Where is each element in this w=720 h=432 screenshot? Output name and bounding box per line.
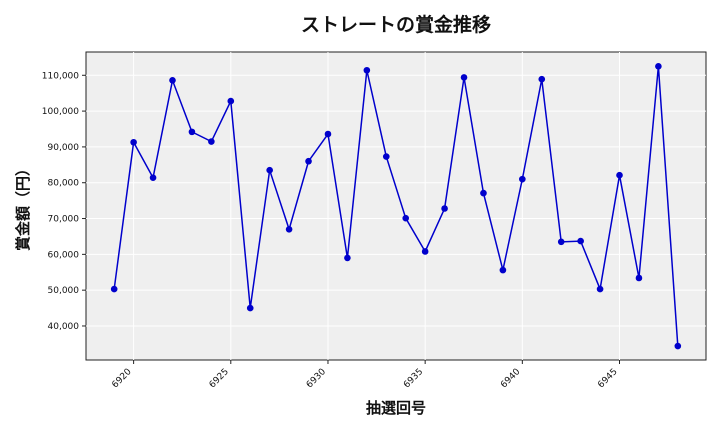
plot-area bbox=[85, 51, 707, 361]
data-point bbox=[441, 205, 448, 212]
data-point bbox=[110, 285, 118, 293]
x-axis-ticks: 6920 6925 6930 6935 6940 6945 bbox=[110, 360, 621, 390]
series-line bbox=[113, 66, 679, 347]
data-point bbox=[557, 238, 565, 246]
y-tick-label: 60,000 bbox=[48, 250, 80, 260]
x-tick-label: 6930 bbox=[305, 367, 328, 390]
data-point bbox=[246, 304, 254, 312]
data-point bbox=[655, 63, 662, 70]
data-point bbox=[324, 130, 332, 138]
x-tick-label: 6940 bbox=[499, 367, 522, 390]
y-tick-label: 70,000 bbox=[48, 215, 80, 225]
x-tick-label: 6935 bbox=[402, 367, 425, 390]
data-point bbox=[266, 166, 273, 174]
y-tick-label: 90,000 bbox=[48, 143, 80, 153]
data-point bbox=[421, 248, 429, 255]
y-tick-label: 40,000 bbox=[48, 322, 80, 332]
y-tick-label: 50,000 bbox=[48, 286, 80, 296]
x-tick-label: 6920 bbox=[110, 367, 133, 390]
data-point bbox=[363, 66, 371, 74]
data-point bbox=[344, 254, 351, 262]
data-point bbox=[227, 97, 235, 105]
data-point bbox=[149, 174, 157, 182]
y-tick-label: 100,000 bbox=[42, 107, 79, 117]
data-point bbox=[208, 138, 215, 145]
data-point bbox=[460, 74, 468, 81]
y-axis-label: 賞金額（円） bbox=[14, 161, 32, 251]
data-point bbox=[596, 285, 604, 293]
y-axis-ticks: 40,000 50,000 60,000 70,000 80,000 90,000 100,… bbox=[42, 71, 86, 332]
data-point bbox=[674, 342, 682, 350]
data-point bbox=[499, 266, 507, 274]
data-point bbox=[480, 189, 487, 197]
y-tick-label: 80,000 bbox=[48, 179, 80, 189]
data-point bbox=[285, 225, 293, 233]
data-point bbox=[305, 157, 312, 165]
data-point bbox=[538, 75, 546, 83]
data-point bbox=[169, 76, 176, 84]
data-point bbox=[188, 128, 196, 136]
x-axis-label: 抽選回号 bbox=[366, 399, 426, 417]
series-layer bbox=[110, 63, 682, 350]
data-point bbox=[616, 171, 623, 179]
data-point bbox=[402, 214, 410, 222]
data-point bbox=[519, 175, 526, 183]
y-tick-label: 110,000 bbox=[42, 71, 79, 81]
data-point bbox=[382, 153, 390, 160]
chart-title: ストレートの賞金推移 bbox=[301, 13, 491, 36]
x-tick-label: 6925 bbox=[208, 367, 231, 390]
data-point bbox=[130, 138, 137, 146]
x-tick-label: 6945 bbox=[596, 367, 619, 390]
data-point bbox=[635, 274, 643, 282]
data-point bbox=[577, 237, 584, 245]
